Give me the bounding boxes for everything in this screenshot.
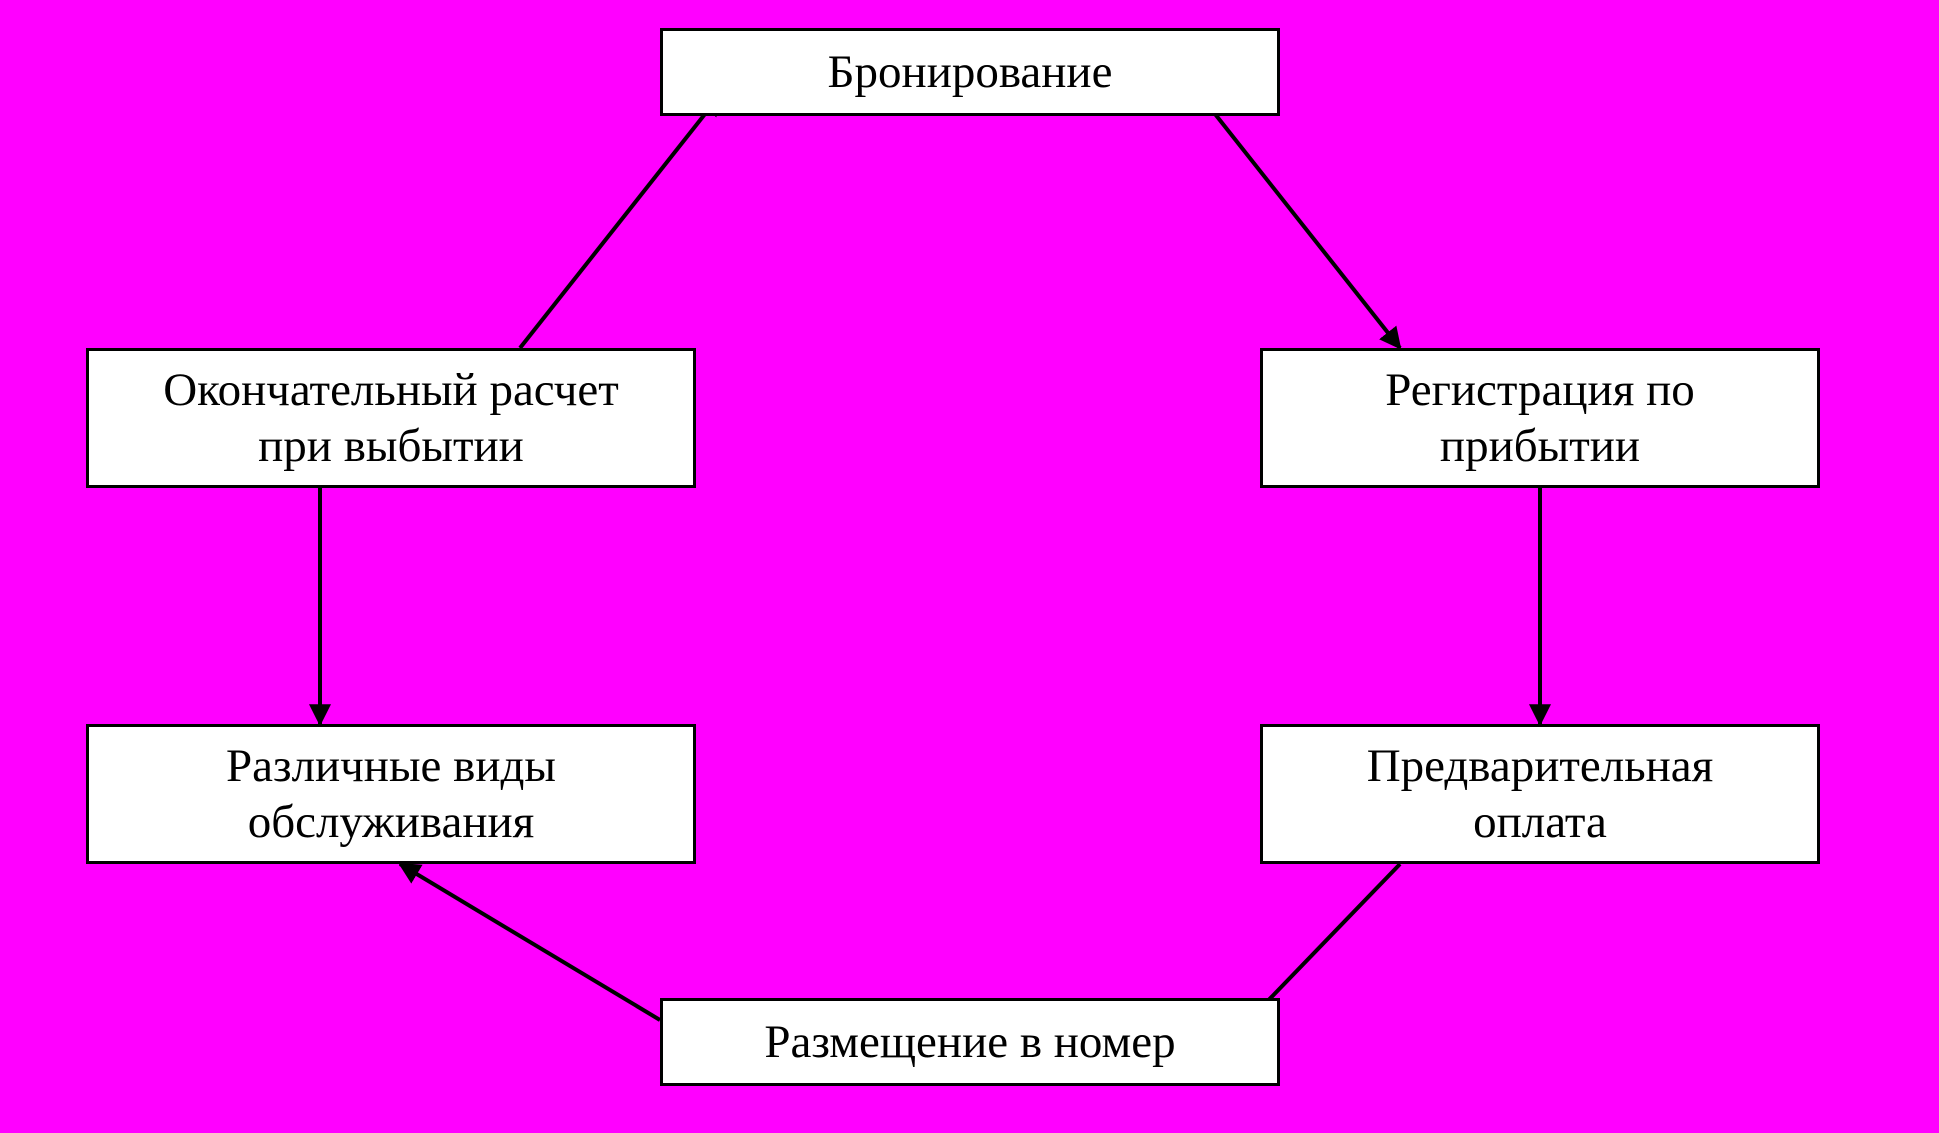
node-label: Различные виды обслуживания xyxy=(226,738,556,851)
edge-placement-to-services xyxy=(400,864,660,1020)
node-prepay: Предварительная оплата xyxy=(1260,724,1820,864)
node-label: Окончательный расчет при выбытии xyxy=(163,362,619,475)
node-label: Размещение в номер xyxy=(764,1014,1175,1070)
node-booking: Бронирование xyxy=(660,28,1280,116)
node-placement: Размещение в номер xyxy=(660,998,1280,1086)
node-services: Различные виды обслуживания xyxy=(86,724,696,864)
node-label: Регистрация по прибытии xyxy=(1385,362,1694,475)
edges-layer xyxy=(0,0,1939,1133)
node-label: Предварительная оплата xyxy=(1367,738,1714,851)
edge-checkout-to-booking xyxy=(520,95,720,348)
node-registration: Регистрация по прибытии xyxy=(1260,348,1820,488)
node-label: Бронирование xyxy=(828,44,1113,100)
edge-booking-to-registration xyxy=(1200,95,1400,348)
node-checkout: Окончательный расчет при выбытии xyxy=(86,348,696,488)
flowchart-canvas: Бронирование Окончательный расчет при выб… xyxy=(0,0,1939,1133)
